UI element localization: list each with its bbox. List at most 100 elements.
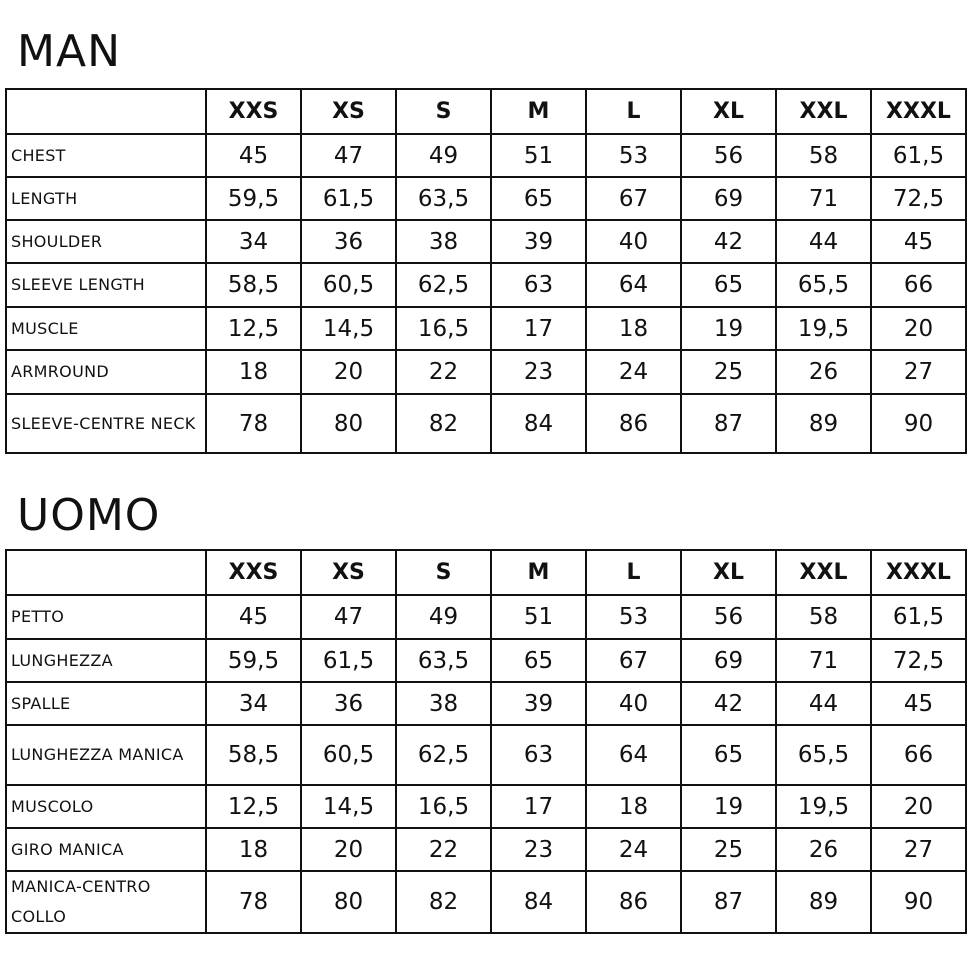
size-header: L xyxy=(585,88,682,135)
measurement-value: 34 xyxy=(205,219,302,264)
measurement-value: 62,5 xyxy=(395,262,492,308)
table-row: MUSCOLO 12,5 14,5 16,5 17 18 19 19,5 20 xyxy=(5,784,967,829)
measurement-value: 39 xyxy=(490,219,587,264)
measurement-value: 20 xyxy=(300,827,397,872)
measurement-value: 62,5 xyxy=(395,724,492,786)
measurement-label: CHEST xyxy=(5,133,207,178)
size-header: XS xyxy=(300,88,397,135)
table-row: LENGTH 59,5 61,5 63,5 65 67 69 71 72,5 xyxy=(5,176,967,221)
measurement-value: 27 xyxy=(870,827,967,872)
measurement-value: 45 xyxy=(870,681,967,726)
measurement-label: SLEEVE LENGTH xyxy=(5,262,207,308)
measurement-value: 65 xyxy=(490,176,587,221)
measurement-value: 42 xyxy=(680,219,777,264)
measurement-value: 49 xyxy=(395,133,492,178)
measurement-value: 87 xyxy=(680,870,777,934)
measurement-value: 58,5 xyxy=(205,724,302,786)
measurement-value: 56 xyxy=(680,133,777,178)
measurement-label: ARMROUND xyxy=(5,349,207,395)
measurement-value: 25 xyxy=(680,349,777,395)
measurement-value: 53 xyxy=(585,133,682,178)
size-header: XL xyxy=(680,549,777,596)
measurement-value: 61,5 xyxy=(870,594,967,640)
measurement-value: 67 xyxy=(585,176,682,221)
measurement-value: 72,5 xyxy=(870,638,967,683)
measurement-value: 16,5 xyxy=(395,784,492,829)
header-row: XXS XS S M L XL XXL XXXL xyxy=(5,88,967,135)
measurement-value: 71 xyxy=(775,176,872,221)
measurement-value: 40 xyxy=(585,681,682,726)
measurement-value: 36 xyxy=(300,219,397,264)
measurement-value: 17 xyxy=(490,306,587,351)
table-row: MUSCLE 12,5 14,5 16,5 17 18 19 19,5 20 xyxy=(5,306,967,351)
measurement-value: 89 xyxy=(775,870,872,934)
measurement-value: 86 xyxy=(585,870,682,934)
measurement-value: 78 xyxy=(205,870,302,934)
measurement-value: 65,5 xyxy=(775,724,872,786)
measurement-value: 39 xyxy=(490,681,587,726)
measurement-value: 12,5 xyxy=(205,306,302,351)
measurement-value: 65 xyxy=(490,638,587,683)
measurement-value: 40 xyxy=(585,219,682,264)
measurement-value: 61,5 xyxy=(300,638,397,683)
table-row: ARMROUND 18 20 22 23 24 25 26 27 xyxy=(5,349,967,395)
measurement-value: 24 xyxy=(585,827,682,872)
measurement-value: 69 xyxy=(680,638,777,683)
measurement-value: 19 xyxy=(680,784,777,829)
measurement-value: 53 xyxy=(585,594,682,640)
measurement-label: PETTO xyxy=(5,594,207,640)
measurement-value: 66 xyxy=(870,262,967,308)
measurement-value: 90 xyxy=(870,870,967,934)
measurement-value: 44 xyxy=(775,681,872,726)
measurement-label: SHOULDER xyxy=(5,219,207,264)
measurement-value: 63,5 xyxy=(395,176,492,221)
table-row: SHOULDER 34 36 38 39 40 42 44 45 xyxy=(5,219,967,264)
measurement-value: 80 xyxy=(300,870,397,934)
measurement-value: 59,5 xyxy=(205,176,302,221)
measurement-value: 36 xyxy=(300,681,397,726)
measurement-value: 86 xyxy=(585,393,682,454)
table-row: SPALLE 34 36 38 39 40 42 44 45 xyxy=(5,681,967,726)
measurement-value: 18 xyxy=(585,784,682,829)
measurement-label: GIRO MANICA xyxy=(5,827,207,872)
measurement-value: 23 xyxy=(490,349,587,395)
measurement-value: 84 xyxy=(490,870,587,934)
measurement-label: SLEEVE-CENTRE NECK xyxy=(5,393,207,454)
measurement-value: 22 xyxy=(395,827,492,872)
size-header: L xyxy=(585,549,682,596)
measurement-value: 20 xyxy=(300,349,397,395)
man-size-table: XXS XS S M L XL XXL XXXL CHEST 45 47 49 51 53 56 58 61,5… xyxy=(5,88,967,454)
measurement-value: 59,5 xyxy=(205,638,302,683)
measurement-value: 58,5 xyxy=(205,262,302,308)
measurement-value: 67 xyxy=(585,638,682,683)
measurement-value: 49 xyxy=(395,594,492,640)
table-row: SLEEVE LENGTH 58,5 60,5 62,5 63 64 65 65,5 66 xyxy=(5,262,967,308)
size-header: XS xyxy=(300,549,397,596)
measurement-value: 61,5 xyxy=(300,176,397,221)
measurement-value: 65 xyxy=(680,724,777,786)
size-header: XXXL xyxy=(870,88,967,135)
measurement-value: 58 xyxy=(775,594,872,640)
size-header: XXS xyxy=(205,88,302,135)
measurement-value: 27 xyxy=(870,349,967,395)
man-section-title: MAN xyxy=(17,26,121,77)
table-row: LUNGHEZZA 59,5 61,5 63,5 65 67 69 71 72,5 xyxy=(5,638,967,683)
measurement-value: 65,5 xyxy=(775,262,872,308)
corner-cell xyxy=(5,549,207,596)
table-row: LUNGHEZZA MANICA 58,5 60,5 62,5 63 64 65 65,5 66 xyxy=(5,724,967,786)
measurement-label: LUNGHEZZA xyxy=(5,638,207,683)
table-row: GIRO MANICA 18 20 22 23 24 25 26 27 xyxy=(5,827,967,872)
size-header: XXS xyxy=(205,549,302,596)
measurement-value: 47 xyxy=(300,133,397,178)
size-header: S xyxy=(395,88,492,135)
measurement-value: 87 xyxy=(680,393,777,454)
measurement-value: 69 xyxy=(680,176,777,221)
measurement-value: 19 xyxy=(680,306,777,351)
measurement-value: 23 xyxy=(490,827,587,872)
measurement-value: 25 xyxy=(680,827,777,872)
measurement-value: 61,5 xyxy=(870,133,967,178)
measurement-value: 60,5 xyxy=(300,262,397,308)
measurement-value: 26 xyxy=(775,827,872,872)
measurement-value: 18 xyxy=(585,306,682,351)
measurement-value: 22 xyxy=(395,349,492,395)
